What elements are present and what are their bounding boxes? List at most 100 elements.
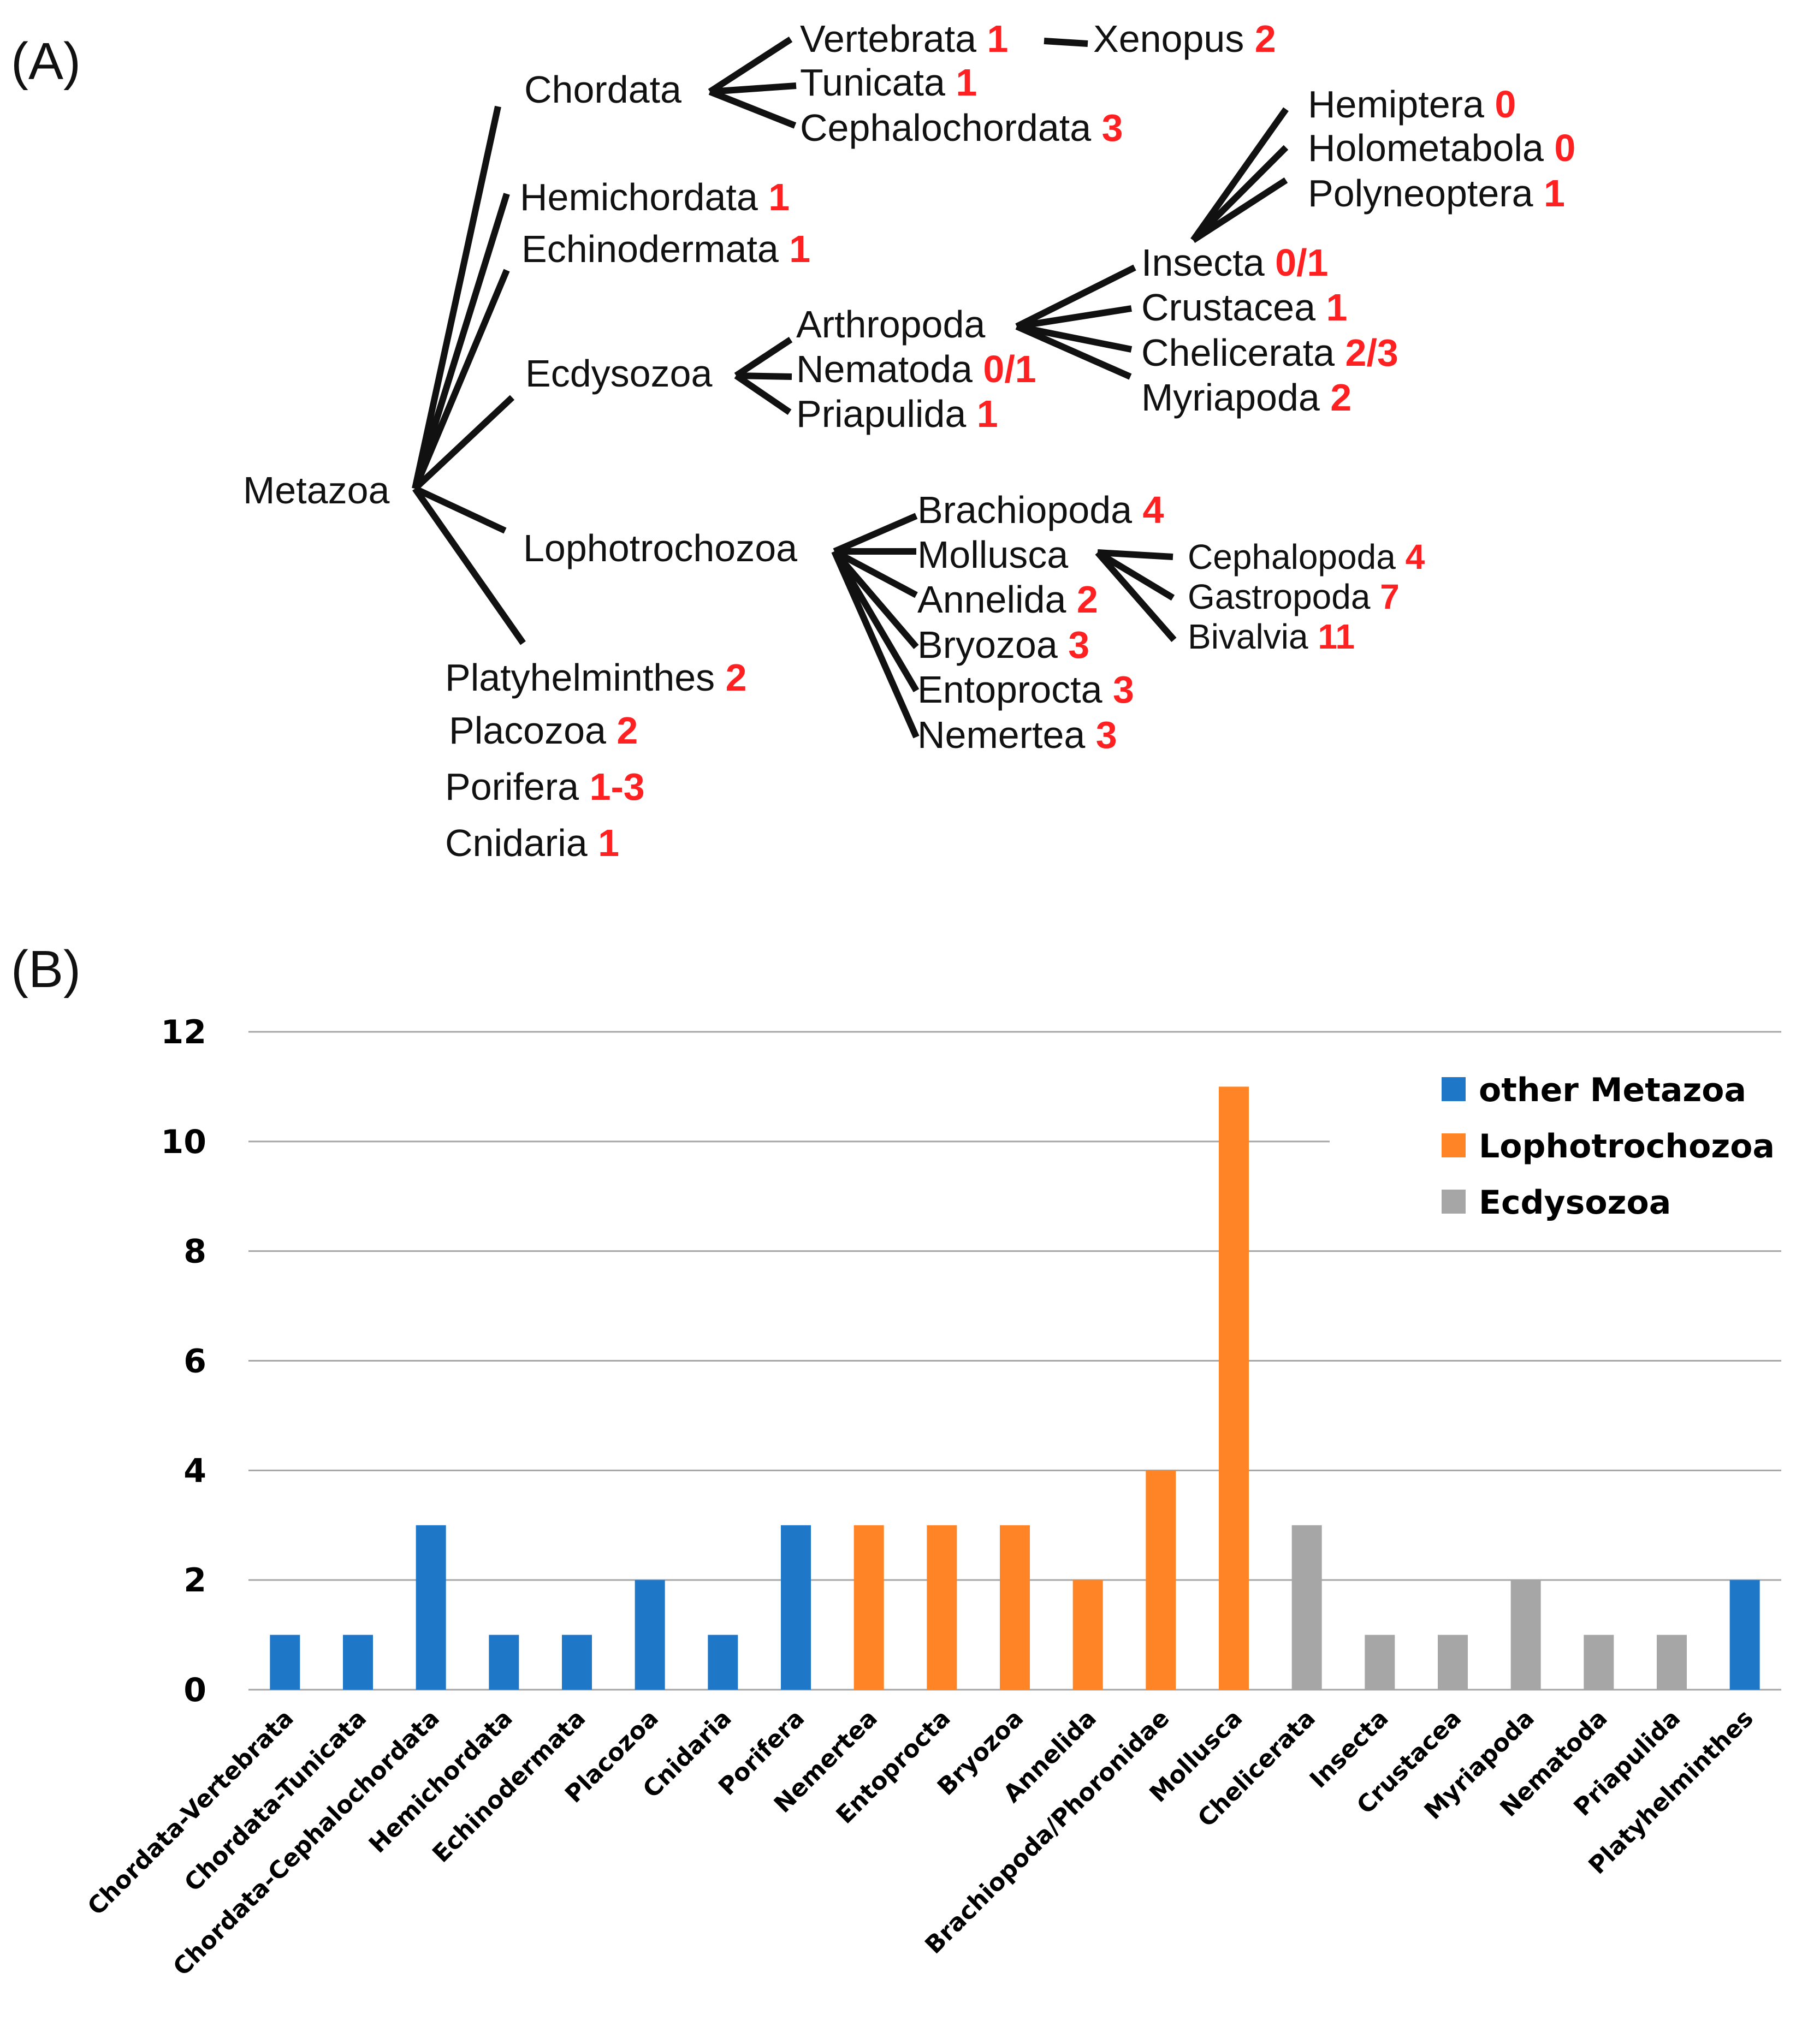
branch-insecta-holometabola — [1190, 145, 1289, 243]
branch-insecta-polyneoptera — [1191, 177, 1288, 243]
taxon-ecdysozoa: Ecdysozoa — [525, 352, 712, 395]
bar — [1729, 1580, 1760, 1690]
branch-ecdysozoa-nematoda — [736, 372, 792, 380]
taxon-chordata: Chordata — [524, 68, 681, 111]
bar — [635, 1580, 665, 1690]
legend-label: Lophotrochozoa — [1479, 1127, 1775, 1166]
taxon-platyhelminthes: Platyhelminthes 2 — [445, 656, 747, 699]
taxon-polyneoptera: Polyneoptera 1 — [1308, 172, 1565, 215]
branch-metazoa-chordata — [412, 105, 501, 490]
branch-lopho-nemertea — [831, 550, 920, 739]
bar — [1072, 1580, 1103, 1690]
taxon-entoprocta: Entoprocta 3 — [917, 668, 1134, 711]
taxon-xenopus: Xenopus 2 — [1093, 17, 1276, 60]
branch-mollusca-gastropoda — [1095, 549, 1175, 601]
y-tick-label: 2 — [183, 1561, 206, 1600]
taxon-insecta: Insecta 0/1 — [1141, 241, 1328, 284]
taxon-gastropoda: Gastropoda 7 — [1188, 577, 1400, 616]
taxon-myriapoda: Myriapoda 2 — [1141, 376, 1352, 419]
branch-lopho-brachiopoda — [833, 513, 918, 555]
branch-vertebrata-xenopus — [1044, 38, 1088, 47]
taxon-cnidaria: Cnidaria 1 — [445, 822, 619, 864]
panel-b: (B) 0 2 4 6 8 10 12 Chordata-VertebrataChordat… — [11, 940, 1781, 1981]
y-tick-label: 4 — [183, 1452, 206, 1490]
branch-metazoa-hemichordata — [412, 193, 510, 490]
branch-arthropoda-insecta — [1015, 264, 1136, 330]
taxon-metazoa: Metazoa — [243, 469, 390, 512]
bar — [1584, 1635, 1614, 1690]
chart-bars — [270, 1086, 1760, 1690]
branch-metazoa-platyhelminthes — [412, 486, 526, 645]
bar — [1365, 1635, 1395, 1690]
bar — [927, 1525, 957, 1690]
taxon-arthropoda: Arthropoda — [796, 303, 985, 346]
panel-a: (A) — [11, 17, 1575, 864]
taxon-nemertea: Nemertea 3 — [917, 714, 1117, 756]
bar — [343, 1635, 373, 1690]
y-tick-label: 0 — [183, 1671, 206, 1709]
taxon-echinodermata: Echinodermata 1 — [521, 228, 810, 270]
branch-chordata-cephalochordata — [708, 88, 797, 129]
branch-ecdysozoa-arthropoda — [734, 336, 793, 379]
bar — [416, 1525, 446, 1690]
branch-metazoa-ecdysozoa — [412, 395, 515, 491]
bar — [1219, 1086, 1249, 1690]
taxon-hemichordata: Hemichordata 1 — [520, 176, 790, 218]
chart-y-axis: 0 2 4 6 8 10 12 — [161, 1013, 207, 1709]
taxon-placozoa: Placozoa 2 — [449, 709, 638, 752]
taxon-tunicata: Tunicata 1 — [800, 61, 977, 104]
branch-mollusca-cephalopoda — [1097, 549, 1173, 560]
branch-insecta-hemiptera — [1190, 107, 1289, 242]
legend-swatch — [1442, 1190, 1466, 1214]
taxon-chelicerata: Chelicerata 2/3 — [1141, 331, 1398, 374]
taxon-brachiopoda: Brachiopoda 4 — [917, 489, 1164, 531]
branch-metazoa-echinodermata — [412, 269, 510, 490]
taxon-hemiptera: Hemiptera 0 — [1308, 83, 1516, 126]
taxon-bryozoa: Bryozoa 3 — [917, 623, 1089, 666]
taxon-nematoda: Nematoda 0/1 — [796, 348, 1036, 390]
bar — [1291, 1525, 1322, 1690]
legend-label: Ecdysozoa — [1479, 1184, 1671, 1222]
taxon-holometabola: Holometabola 0 — [1308, 127, 1575, 169]
branch-chordata-vertebrata — [708, 36, 793, 95]
y-tick-label: 8 — [183, 1233, 206, 1271]
x-tick-label: Chordata-Cephalochordata — [168, 1704, 445, 1982]
branch-chordata-tunicata — [709, 82, 797, 95]
taxon-bivalvia: Bivalvia 11 — [1188, 617, 1355, 656]
panel-a-label: (A) — [11, 32, 81, 91]
bar — [1438, 1635, 1468, 1690]
branch-arthropoda-myriapoda — [1015, 323, 1132, 380]
bar — [708, 1635, 738, 1690]
taxon-lophotrochozoa: Lophotrochozoa — [523, 527, 797, 569]
y-tick-label: 12 — [161, 1013, 207, 1051]
bar — [270, 1635, 300, 1690]
branch-lopho-annelida — [833, 548, 918, 598]
bar — [1510, 1580, 1541, 1690]
chart-legend: other Metazoa Lophotrochozoa Ecdysozoa — [1442, 1071, 1775, 1222]
branch-lopho-bryozoa — [832, 549, 919, 649]
taxon-annelida: Annelida 2 — [917, 578, 1098, 621]
taxon-porifera: Porifera 1-3 — [445, 765, 645, 808]
taxon-cephalochordata: Cephalochordata 3 — [800, 106, 1123, 149]
taxon-priapulida: Priapulida 1 — [796, 393, 998, 435]
bar — [489, 1635, 519, 1690]
branch-ecdysozoa-priapulida — [734, 373, 792, 415]
branch-metazoa-lophotrochozoa — [413, 485, 507, 534]
panel-b-label: (B) — [11, 940, 81, 999]
bar — [1000, 1525, 1030, 1690]
bar — [1657, 1635, 1687, 1690]
taxon-cephalopoda: Cephalopoda 4 — [1188, 537, 1425, 577]
branch-arthropoda-crustacea — [1016, 305, 1132, 330]
tree-labels: Metazoa Chordata Vertebrata 1 Xenopus 2 … — [243, 17, 1575, 864]
legend-label: other Metazoa — [1479, 1071, 1746, 1109]
branch-arthropoda-chelicerata — [1016, 323, 1133, 353]
y-tick-label: 10 — [161, 1123, 207, 1161]
tree-branches — [412, 36, 1289, 739]
taxon-mollusca: Mollusca — [917, 533, 1068, 576]
taxon-crustacea: Crustacea 1 — [1141, 286, 1347, 329]
bar — [781, 1525, 811, 1690]
y-tick-label: 6 — [183, 1342, 206, 1381]
bar — [853, 1525, 884, 1690]
legend-swatch — [1442, 1077, 1466, 1101]
